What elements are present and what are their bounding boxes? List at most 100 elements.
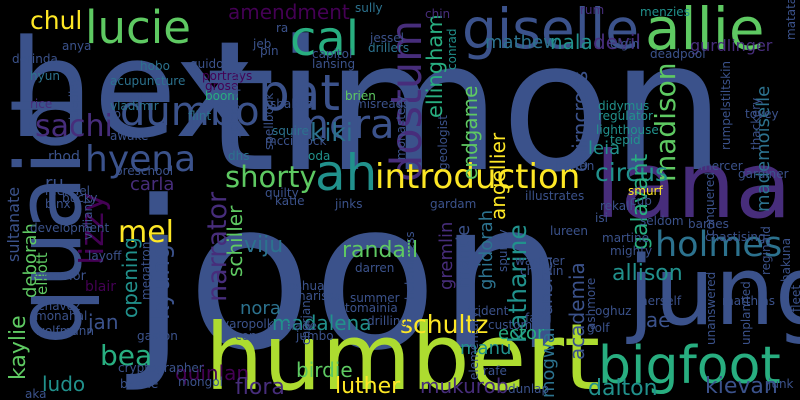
word-deadpool: deadpool	[650, 47, 706, 61]
word-awake: awake	[110, 129, 149, 143]
word-timon: timon	[205, 3, 726, 212]
word-ashmore: ashmore	[584, 277, 598, 330]
word-angellier: angellier	[486, 132, 510, 220]
word-devil: devil	[593, 30, 641, 54]
word-nala: nala	[550, 30, 593, 54]
word-isi: isi	[595, 211, 608, 225]
word-conor: conor	[235, 329, 269, 343]
word-bea: bea	[100, 339, 153, 372]
word-geologist: geologist	[436, 115, 450, 170]
word-ah: ah	[315, 144, 378, 202]
word-blair: blair	[85, 279, 117, 295]
word-jessel: jessel	[370, 31, 404, 45]
word-dalton: dalton	[588, 376, 658, 400]
word-capitol: capitol	[312, 47, 353, 61]
word-junk: junk	[768, 377, 794, 391]
word-reginald: reginald	[759, 226, 773, 275]
word-dunlap: dunlap	[508, 382, 550, 396]
word-nora: nora	[240, 298, 281, 319]
word-bucky: bucky	[62, 191, 98, 205]
word-chastising: chastising	[705, 230, 766, 244]
word-monahal: monahal	[35, 309, 88, 323]
word-rum: rum	[580, 3, 605, 17]
word-allie: allie	[645, 0, 765, 63]
word-opening: opening	[118, 237, 142, 318]
word-gardam: gardam	[430, 197, 477, 211]
word-wassner: wassner	[515, 254, 565, 268]
word-joon: joon	[130, 158, 568, 396]
word-squire: squire	[272, 124, 309, 138]
word-jan: jan	[88, 310, 119, 334]
word-rumpelstiltskin: rumpelstiltskin	[719, 60, 733, 150]
word-shorty: shorty	[225, 160, 317, 194]
word-portrays: portrays	[202, 69, 253, 83]
word-smurf: smurf	[628, 184, 663, 198]
word-katie: katie	[275, 194, 305, 208]
word-introduction: introduction	[375, 157, 581, 197]
word-tomainia: tomainia	[345, 301, 398, 315]
word-cub: cub	[630, 194, 652, 208]
word-slade: slade	[285, 319, 317, 333]
word-bigfoot: bigfoot	[598, 336, 781, 396]
word-mantle: mantle	[453, 224, 474, 288]
word-chin: chin	[425, 7, 451, 21]
word-manu: manu	[460, 338, 512, 359]
word-humbert: humbert	[205, 304, 601, 400]
word-unanswered: unanswered	[704, 271, 718, 345]
word-sully: sully	[355, 1, 383, 15]
word-mccintock: mccintock	[265, 134, 327, 148]
word-preschool: preschool	[115, 164, 174, 178]
word-mercer: mercer	[700, 159, 743, 173]
word-kiki: kiki	[310, 118, 353, 147]
word-dhs: dhs	[228, 149, 250, 163]
word-barren: barren	[555, 159, 595, 173]
word-misreads: misreads	[355, 97, 410, 111]
word-mathew: mathew	[485, 32, 558, 53]
word-conrad: conrad	[445, 28, 459, 70]
word-charjan: charjan	[299, 300, 313, 345]
word-endgame: endgame	[458, 85, 482, 180]
word-mukurob: mukurob	[420, 374, 509, 398]
word-pat: pat	[258, 64, 340, 122]
word-cryptography: cryptography	[227, 69, 241, 150]
word-shakira: shakira	[270, 97, 314, 111]
word-schiller: schiller	[223, 205, 247, 277]
word-carla: carla	[130, 174, 175, 195]
word-cal: cal	[290, 11, 360, 67]
word-dorinda: dorinda	[12, 52, 58, 66]
word-jeb: jeb	[253, 37, 272, 51]
word-yaropolk: yaropolk	[222, 317, 274, 331]
word-vladimir: vladimir	[110, 99, 159, 113]
word-jung: jung	[628, 237, 800, 347]
word-boom: boom	[205, 89, 239, 103]
word-hobo: hobo	[140, 59, 170, 73]
word-ru: ru	[45, 173, 64, 194]
word-birdie: birdie	[296, 358, 353, 382]
word-tovey: tovey	[745, 107, 779, 121]
word-drilling: drilling	[367, 314, 409, 328]
word-ra: ra	[276, 21, 289, 35]
word-quinlan: quinlan	[175, 361, 250, 385]
word-lureen: lureen	[550, 224, 588, 238]
word-thackery: thackery	[749, 97, 763, 150]
word-holmes: holmes	[655, 225, 783, 265]
word-ector: ector	[498, 323, 545, 344]
word-bessie: bessie	[120, 377, 159, 391]
word-trident: trident	[468, 304, 509, 318]
word-ghidorah: ghidorah	[476, 209, 497, 290]
word-flora: flora	[235, 375, 285, 400]
word-binx: binx	[45, 197, 71, 211]
word-guido: guido	[190, 57, 224, 71]
word-sachi: sachi	[35, 109, 113, 144]
word-mongol: mongol	[178, 375, 223, 389]
word-allison: allison	[612, 261, 683, 286]
word-spunky: spunky	[496, 229, 510, 272]
word-summer: summer	[350, 291, 400, 305]
word-dumbo: dumbo	[120, 89, 260, 135]
word-joshua: joshua	[285, 279, 325, 293]
word-darren: darren	[355, 261, 395, 275]
word-layoff: layoff	[88, 249, 122, 263]
word-brien: brien	[345, 89, 376, 103]
word-chavez: chavez	[38, 299, 81, 313]
word-narissa: narissa	[298, 289, 342, 303]
